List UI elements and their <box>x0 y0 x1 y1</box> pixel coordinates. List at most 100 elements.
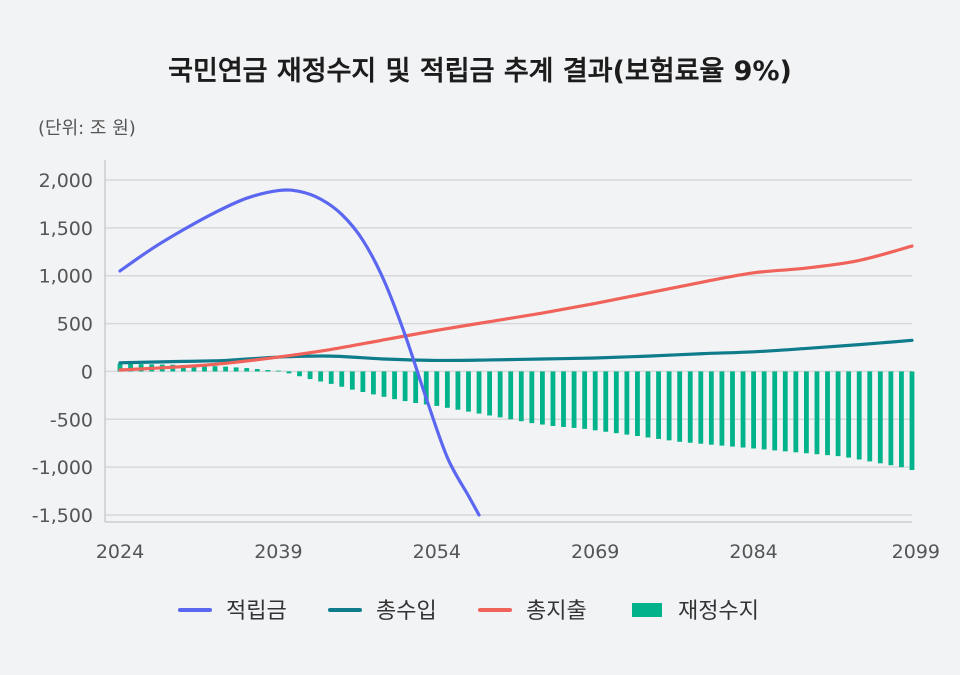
balance-bar <box>202 365 207 372</box>
balance-bar <box>244 368 250 372</box>
balance-bar <box>656 371 661 439</box>
reserve-fund-line <box>118 188 481 517</box>
y-tick-label: 500 <box>57 314 93 336</box>
balance-bar <box>677 371 683 442</box>
balance-bar <box>877 371 883 464</box>
balance-bar <box>455 371 461 410</box>
balance-bar <box>286 371 292 374</box>
balance-bar <box>825 371 830 456</box>
balance-bar <box>117 363 123 372</box>
balance-bar <box>698 371 704 444</box>
balance-bar <box>899 371 904 468</box>
balance-bar <box>624 371 630 435</box>
balance-bar <box>444 371 450 408</box>
balance-bar <box>307 371 313 380</box>
balance-bar <box>476 371 482 414</box>
unit-label: (단위: 조 원) <box>38 118 136 139</box>
balance-bar <box>730 371 735 447</box>
balance-bar <box>265 369 271 372</box>
balance-bar <box>328 371 334 384</box>
balance-bar <box>719 371 725 446</box>
balance-bar <box>592 371 598 431</box>
legend-label: 총지출 <box>526 599 587 624</box>
balance-bar <box>867 371 873 462</box>
line-layer <box>118 188 914 517</box>
x-tick-label: 2039 <box>254 541 302 563</box>
legend: 적립금 총수입 총지출 재정수지 <box>178 599 759 624</box>
balance-bar <box>518 371 524 422</box>
legend-label: 적립금 <box>226 599 287 624</box>
balance-bar <box>402 371 408 402</box>
balance-bar <box>360 371 366 393</box>
y-tick-label: 0 <box>81 361 93 383</box>
x-tick-label: 2024 <box>96 541 144 563</box>
x-tick-label: 2084 <box>729 541 777 563</box>
balance-bar <box>276 370 281 372</box>
balance-bar <box>909 371 915 471</box>
balance-bar <box>782 371 788 452</box>
grid-layer <box>104 160 912 523</box>
balance-bar <box>666 371 672 441</box>
balance-bar <box>497 371 503 418</box>
balance-bar <box>645 371 651 438</box>
balance-bar <box>582 371 588 429</box>
balance-bar <box>423 371 429 405</box>
balance-bar <box>349 371 355 390</box>
balance-bar <box>223 366 228 372</box>
balance-bar <box>761 371 767 450</box>
balance-bar <box>233 367 239 372</box>
balance-bar <box>856 371 862 460</box>
balance-bar <box>687 371 693 443</box>
balance-bar <box>487 371 492 416</box>
balance-bar <box>635 371 640 437</box>
balance-bar <box>814 371 820 455</box>
balance-bar <box>793 371 799 453</box>
balance-bar <box>413 371 419 404</box>
balance-bar <box>191 365 197 372</box>
legend-label: 재정수지 <box>678 599 759 624</box>
legend-swatch <box>632 603 662 617</box>
balance-bar <box>561 371 566 427</box>
y-tick-label: -1,500 <box>32 505 93 527</box>
balance-bar <box>128 363 133 372</box>
balance-bar <box>297 371 302 377</box>
balance-bar <box>254 369 260 372</box>
balance-bar <box>466 371 471 412</box>
balance-bar <box>740 371 746 448</box>
balance-bar <box>835 371 841 457</box>
balance-bar <box>381 371 387 397</box>
balance-bar <box>613 371 619 434</box>
balance-bar <box>371 371 376 395</box>
y-tick-label: -500 <box>50 409 93 431</box>
legend-label: 총수입 <box>376 599 437 624</box>
balance-bar <box>508 371 514 420</box>
balance-bar <box>751 371 756 449</box>
total-revenue-line <box>118 338 914 365</box>
balance-bar <box>846 371 852 458</box>
balance-bar <box>550 371 556 426</box>
y-tick-label: 1,000 <box>39 266 93 288</box>
balance-bar <box>888 371 894 466</box>
total-expenditure-line <box>118 244 914 372</box>
x-tick-label: 2054 <box>413 541 461 563</box>
balance-bar <box>603 371 609 432</box>
balance-bar <box>540 371 545 425</box>
balance-bar <box>339 371 345 387</box>
balance-bar <box>529 371 535 424</box>
balance-bar <box>804 371 809 454</box>
y-tick-label: 2,000 <box>39 170 93 192</box>
bar-layer <box>117 363 915 471</box>
balance-bar <box>392 371 397 400</box>
y-tick-label: -1,000 <box>32 457 93 479</box>
x-tick-label: 2069 <box>571 541 619 563</box>
balance-bar <box>708 371 714 445</box>
y-tick-label: 1,500 <box>39 218 93 240</box>
balance-bar <box>571 371 577 428</box>
chart-title: 국민연금 재정수지 및 적립금 추계 결과(보험료율 9%) <box>168 56 792 87</box>
x-tick-label: 2099 <box>892 541 940 563</box>
balance-bar <box>434 371 440 406</box>
balance-bar <box>212 366 218 372</box>
